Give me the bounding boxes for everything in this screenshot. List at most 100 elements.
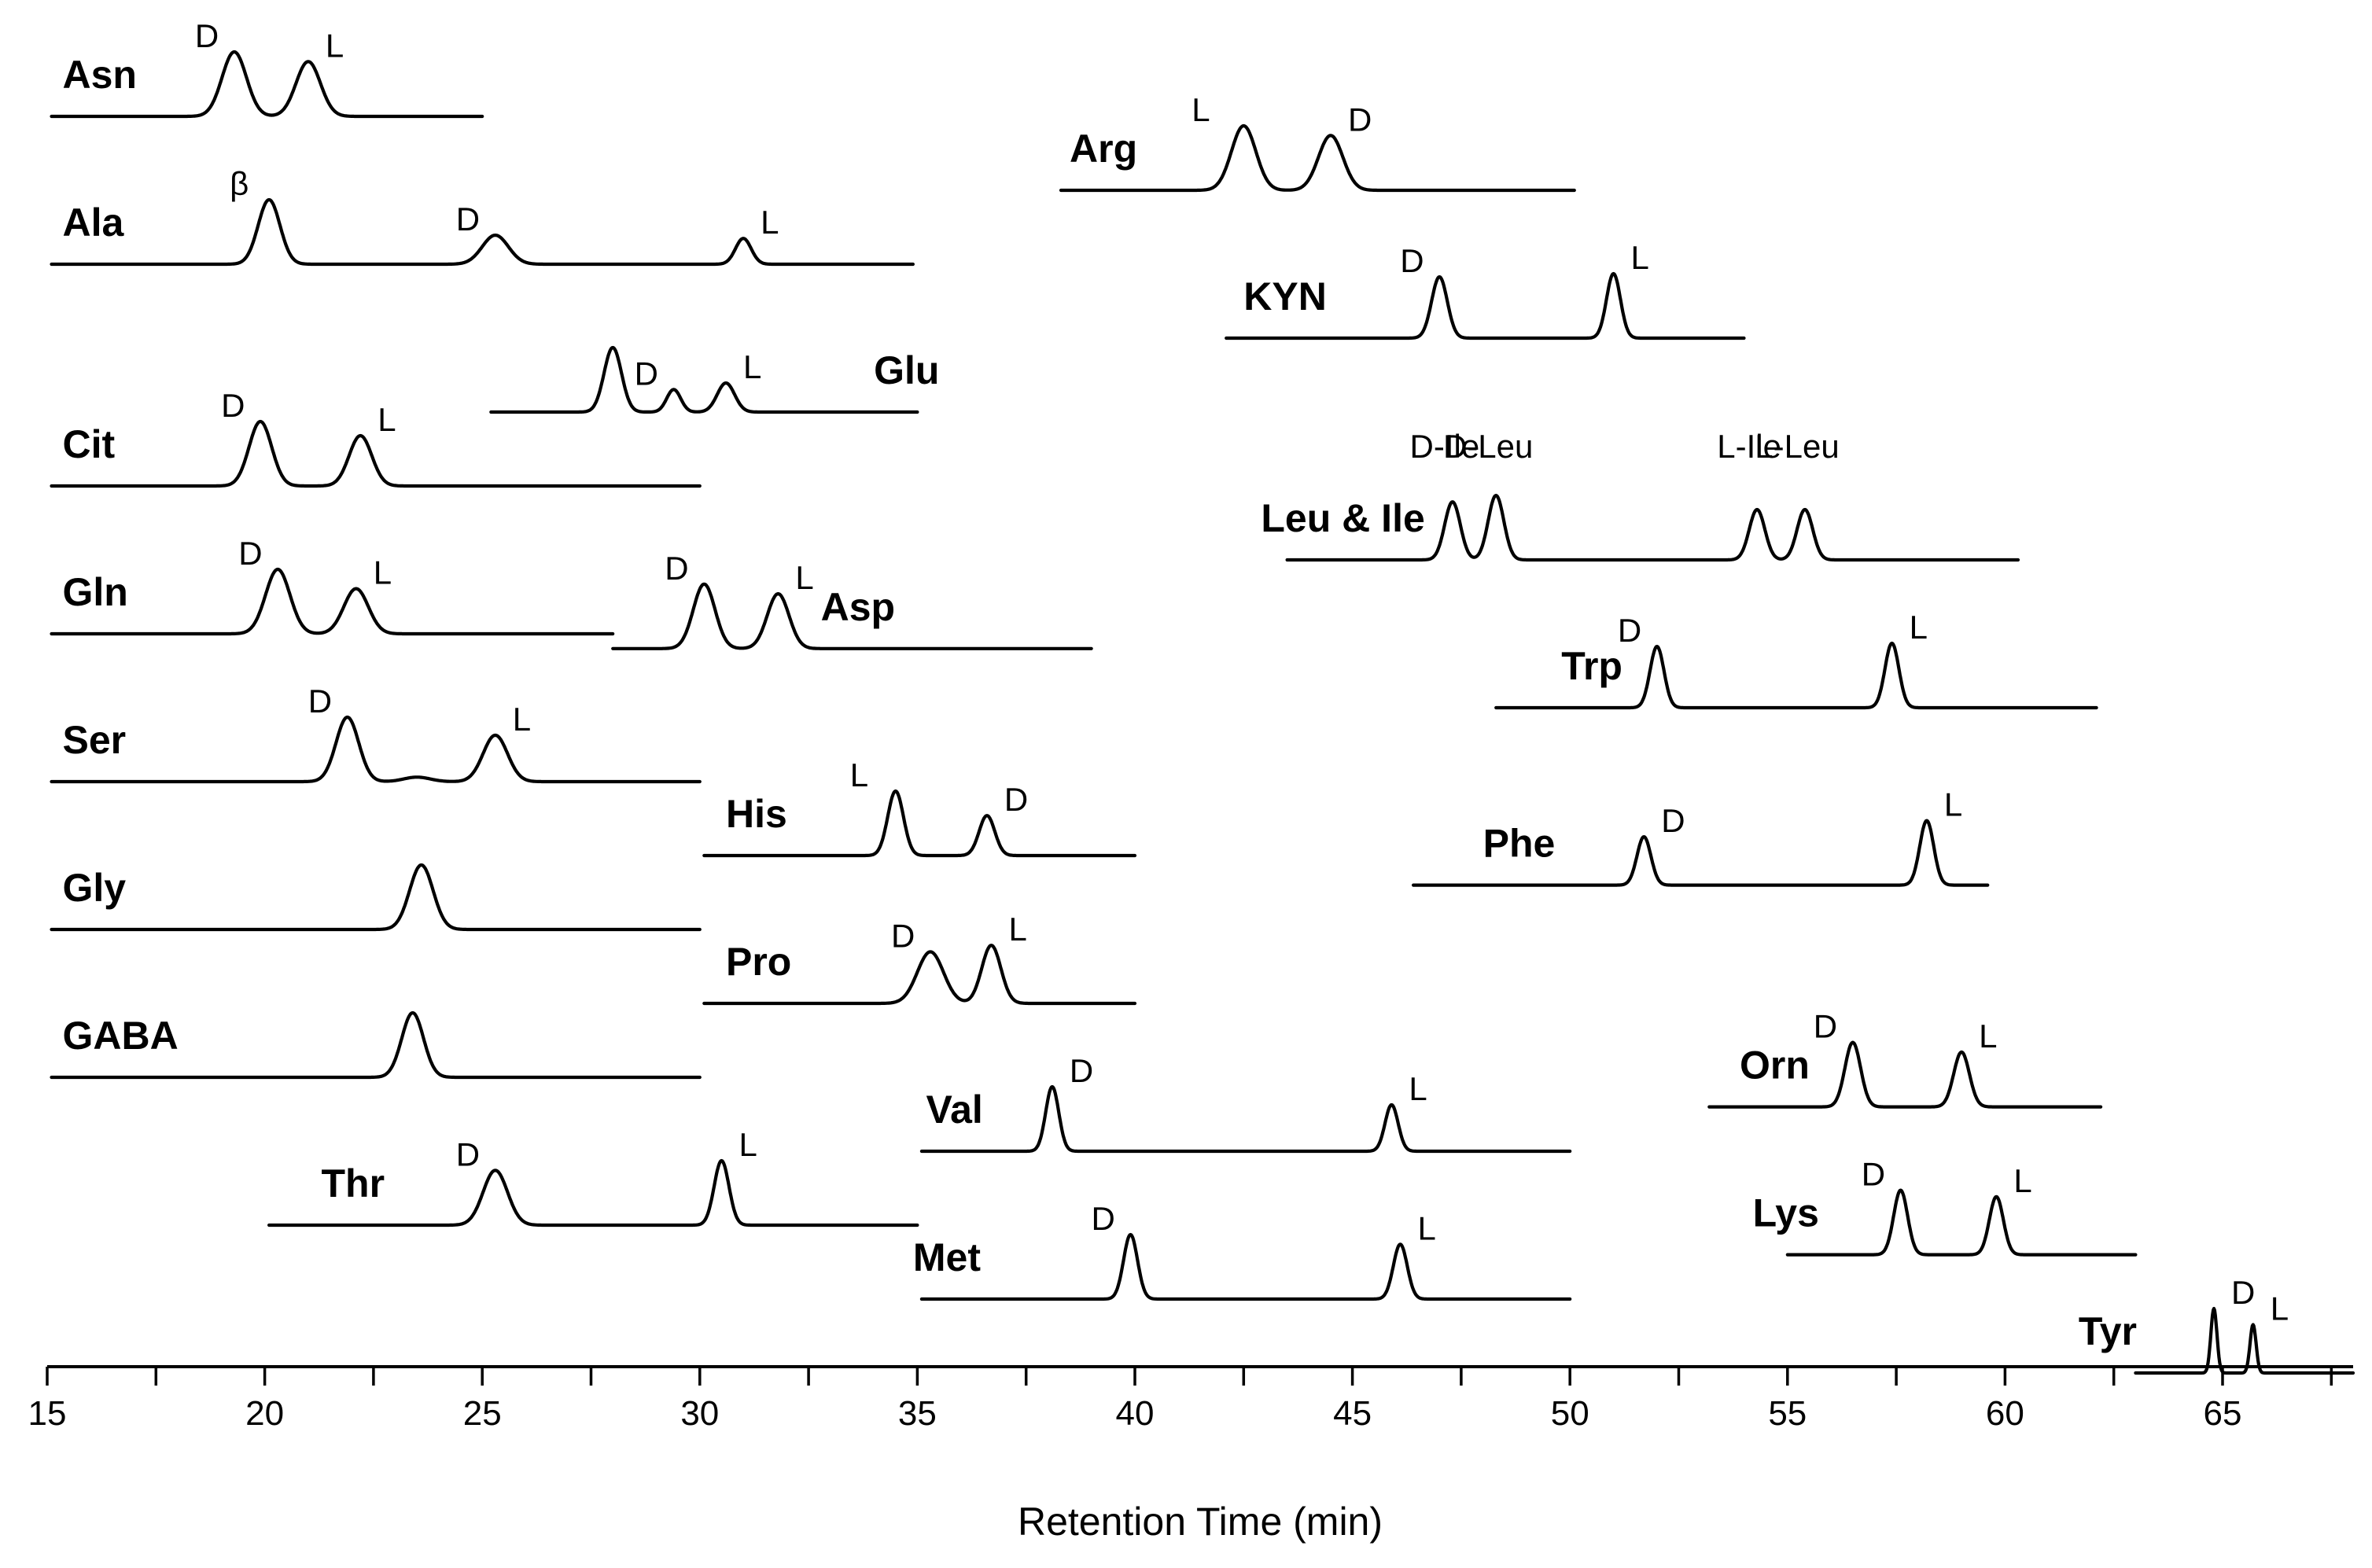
peak-label-kyn-0: D	[1400, 242, 1424, 279]
peak-label-met-0: D	[1092, 1200, 1115, 1237]
peak-label-orn-0: D	[1814, 1008, 1837, 1045]
trace-trp	[1494, 641, 2098, 710]
trace-label-trp: Trp	[1561, 644, 1622, 688]
trace-lys	[1785, 1188, 2138, 1257]
trace-label-gln: Gln	[63, 570, 128, 614]
x-tick-label-30: 30	[680, 1394, 719, 1433]
peak-label-arg-0: L	[1192, 91, 1210, 128]
trace-ala	[50, 197, 915, 267]
trace-pro	[702, 944, 1137, 1006]
peak-label-asn-0: D	[195, 17, 219, 54]
peak-label-phe-1: L	[1944, 786, 1962, 823]
x-tick-label-40: 40	[1116, 1394, 1155, 1433]
peak-label-leu-ile-0: D-Ile	[1410, 428, 1480, 465]
peak-label-kyn-1: L	[1631, 239, 1649, 276]
x-tick-label-35: 35	[898, 1394, 937, 1433]
trace-gaba	[50, 1010, 702, 1080]
trace-asp	[611, 582, 1093, 650]
trace-leu-ile	[1285, 493, 2020, 562]
peak-label-lys-0: D	[1862, 1156, 1885, 1193]
x-tick-label-50: 50	[1551, 1394, 1589, 1433]
peak-label-trp-0: D	[1618, 612, 1641, 649]
trace-gly	[50, 863, 702, 932]
trace-label-lys: Lys	[1753, 1191, 1819, 1235]
peak-label-asn-1: L	[326, 27, 344, 64]
peak-label-his-0: L	[850, 756, 868, 793]
peak-label-tyr-1: L	[2271, 1290, 2289, 1327]
trace-phe	[1412, 819, 1990, 887]
trace-label-val: Val	[926, 1088, 983, 1132]
trace-label-met: Met	[913, 1235, 981, 1279]
peak-label-thr-1: L	[739, 1126, 757, 1163]
trace-orn	[1707, 1040, 2103, 1109]
trace-cit	[50, 419, 702, 488]
x-tick-label-55: 55	[1768, 1394, 1807, 1433]
trace-label-asp: Asp	[821, 585, 895, 629]
trace-tyr	[2134, 1306, 2355, 1375]
trace-glu	[489, 345, 919, 414]
peak-label-thr-0: D	[456, 1136, 480, 1172]
peak-label-glu-2: L	[743, 348, 761, 385]
peak-label-asp-1: L	[795, 559, 813, 596]
trace-ser	[50, 715, 702, 784]
trace-asn	[50, 50, 484, 119]
x-axis-title: Retention Time (min)	[1018, 1500, 1383, 1544]
trace-label-arg: Arg	[1070, 127, 1137, 171]
peak-label-orn-1: L	[1979, 1018, 1997, 1055]
trace-label-ala: Ala	[63, 201, 125, 245]
peak-label-ala-0: β	[230, 165, 249, 202]
trace-arg	[1059, 123, 1576, 193]
x-axis: 15 20 25 30 35 40 45 50 55 60 65 Retention Time (m…	[28, 1365, 2353, 1544]
trace-label-ser: Ser	[63, 718, 127, 762]
peak-label-leu-ile-2: L-Ile	[1717, 428, 1781, 465]
peak-label-phe-0: D	[1661, 802, 1685, 839]
trace-label-orn: Orn	[1740, 1043, 1810, 1088]
x-tick-label-20: 20	[245, 1394, 284, 1433]
peak-label-cit-1: L	[378, 401, 396, 438]
peak-label-met-1: L	[1418, 1209, 1436, 1246]
peak-label-gln-0: D	[238, 535, 262, 572]
peak-label-asp-0: D	[665, 550, 688, 587]
peak-label-ala-1: D	[456, 201, 480, 237]
peak-label-leu-ile-3: L-Leu	[1755, 428, 1839, 465]
x-tick-label-65: 65	[2204, 1394, 2242, 1433]
trace-label-cit: Cit	[63, 422, 116, 466]
trace-label-leu-ile: Leu & Ile	[1261, 496, 1424, 540]
trace-label-tyr: Tyr	[2079, 1309, 2137, 1353]
trace-label-gly: Gly	[63, 866, 127, 910]
x-tick-label-45: 45	[1333, 1394, 1372, 1433]
peak-label-lys-1: L	[2013, 1162, 2031, 1199]
trace-thr	[267, 1158, 919, 1228]
peak-label-tyr-0: D	[2231, 1274, 2255, 1311]
trace-label-asn: Asn	[63, 53, 137, 97]
peak-label-ser-0: D	[308, 683, 332, 720]
peak-label-pro-1: L	[1009, 911, 1027, 948]
trace-val	[919, 1084, 1572, 1154]
peak-label-his-1: D	[1004, 781, 1028, 818]
peak-label-trp-1: L	[1910, 609, 1928, 646]
peak-label-val-1: L	[1409, 1070, 1427, 1107]
peak-label-ala-2: L	[761, 204, 779, 241]
trace-met	[919, 1232, 1572, 1301]
peak-label-val-0: D	[1070, 1052, 1093, 1089]
x-tick-label-25: 25	[463, 1394, 502, 1433]
traces-layer	[50, 50, 2355, 1375]
trace-label-pro: Pro	[726, 940, 791, 984]
x-axis-ticks: 15 20 25 30 35 40 45 50 55 60 65	[28, 1367, 2333, 1433]
x-tick-label-60: 60	[1986, 1394, 2024, 1433]
trace-label-his: His	[726, 792, 787, 836]
trace-label-thr: Thr	[322, 1161, 385, 1205]
peak-label-cit-0: D	[221, 387, 245, 424]
trace-label-glu: Glu	[874, 348, 939, 392]
peak-label-glu-1: D	[635, 355, 658, 392]
peak-label-leu-ile-1: D-Leu	[1443, 428, 1533, 465]
trace-label-gaba: GABA	[63, 1014, 179, 1058]
x-tick-label-15: 15	[28, 1394, 67, 1433]
peak-label-arg-1: D	[1348, 101, 1372, 138]
trace-his	[702, 789, 1137, 858]
trace-kyn	[1225, 271, 1746, 340]
peak-label-gln-1: L	[374, 554, 392, 591]
trace-label-kyn: KYN	[1243, 274, 1327, 318]
